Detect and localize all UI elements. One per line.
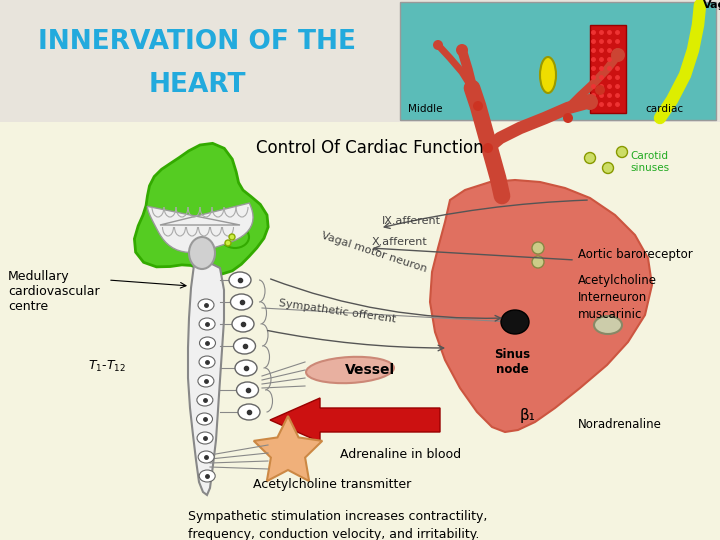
Ellipse shape [229,234,235,240]
Ellipse shape [532,256,544,268]
Text: Noradrenaline: Noradrenaline [578,418,662,431]
Polygon shape [430,180,652,432]
Ellipse shape [198,375,214,387]
Ellipse shape [483,143,493,153]
FancyBboxPatch shape [0,0,720,122]
Ellipse shape [616,146,628,158]
Ellipse shape [238,404,260,420]
Ellipse shape [225,240,231,246]
Polygon shape [188,260,224,495]
Text: INNERVATION OF THE: INNERVATION OF THE [38,29,356,55]
Text: Vagal motor neuron: Vagal motor neuron [320,231,428,274]
Ellipse shape [189,237,215,269]
Ellipse shape [233,338,256,354]
Ellipse shape [540,57,556,93]
Polygon shape [135,143,268,274]
Ellipse shape [594,316,622,334]
Ellipse shape [236,382,258,398]
Text: Medullary
cardiovascular
centre: Medullary cardiovascular centre [8,270,99,313]
Text: Vessel: Vessel [345,363,395,377]
Ellipse shape [232,316,254,332]
Ellipse shape [585,152,595,164]
Text: IX.afferent: IX.afferent [382,216,441,226]
Ellipse shape [197,413,212,425]
Ellipse shape [611,48,625,62]
Text: β₁: β₁ [520,408,536,423]
Ellipse shape [433,40,443,50]
Text: Sympathetic stimulation increases contractility,
frequency, conduction velocity,: Sympathetic stimulation increases contra… [188,510,487,540]
Ellipse shape [501,310,529,334]
FancyBboxPatch shape [0,122,720,540]
Ellipse shape [532,242,544,254]
Text: Acetylcholine transmitter: Acetylcholine transmitter [253,478,411,491]
Text: Sympathetic offerent: Sympathetic offerent [278,298,397,324]
Text: Control Of Cardiac Function: Control Of Cardiac Function [256,139,484,157]
Text: Vagus: Vagus [703,0,720,10]
FancyBboxPatch shape [400,2,716,120]
Ellipse shape [229,272,251,288]
Ellipse shape [199,356,215,368]
Polygon shape [270,398,440,442]
Text: $T_1$-$T_{12}$: $T_1$-$T_{12}$ [88,359,126,374]
Ellipse shape [595,85,605,95]
Text: HEART: HEART [148,72,246,98]
Text: Aortic baroreceptor: Aortic baroreceptor [578,248,693,261]
Ellipse shape [306,357,394,383]
Polygon shape [253,416,323,481]
Ellipse shape [197,394,213,406]
Text: Middle: Middle [408,104,443,114]
Text: Carotid
sinuses: Carotid sinuses [630,151,669,173]
Polygon shape [147,203,253,253]
Ellipse shape [582,94,598,110]
Ellipse shape [235,360,257,376]
Ellipse shape [603,163,613,173]
Ellipse shape [473,101,483,111]
Ellipse shape [199,470,215,482]
Text: Sinus
node: Sinus node [494,348,530,376]
Ellipse shape [230,294,253,310]
FancyBboxPatch shape [590,25,626,113]
Ellipse shape [198,451,214,463]
Ellipse shape [199,318,215,330]
Ellipse shape [198,299,214,311]
Text: Acetylcholine
Interneuron
muscarinic: Acetylcholine Interneuron muscarinic [578,274,657,321]
Ellipse shape [221,226,249,248]
Text: X.afferent: X.afferent [372,237,428,247]
Text: Adrenaline in blood: Adrenaline in blood [340,448,461,461]
Text: cardiac: cardiac [645,104,683,114]
Ellipse shape [199,337,215,349]
Ellipse shape [563,113,573,123]
Ellipse shape [197,432,213,444]
Ellipse shape [456,44,468,56]
